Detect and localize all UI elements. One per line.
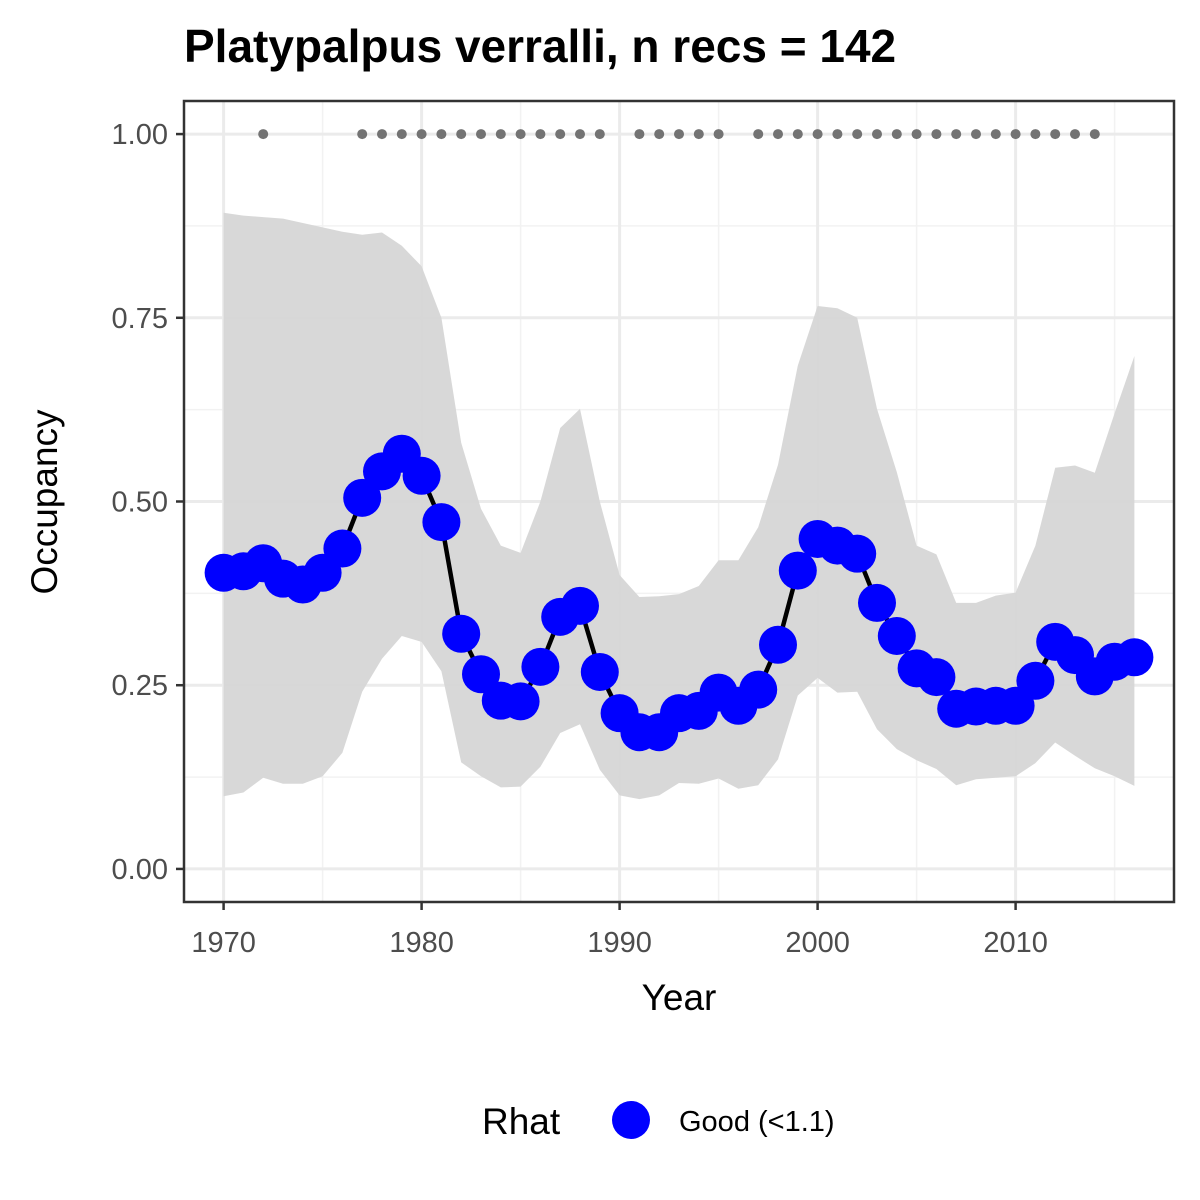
y-tick-label: 0.75 [112,303,168,335]
occupancy-point [422,503,461,542]
x-tick-label: 2000 [785,927,850,959]
record-point [1089,129,1100,140]
y-axis-title: Occupancy [24,409,65,595]
occupancy-point [917,658,956,697]
occupancy-point [1016,661,1055,700]
occupancy-point [402,456,441,495]
record-point [456,129,467,140]
record-point [377,129,387,140]
occupancy-point [858,583,896,622]
occupancy-point [442,614,481,653]
legend-label-good: Good (<1.1) [679,1106,835,1138]
record-point [812,129,823,140]
occupancy-point [1115,638,1154,677]
chart-title: Platypalpus verralli, n recs = 142 [184,20,896,72]
record-point [594,129,605,140]
record-point [891,129,902,140]
y-tick-label: 0.50 [112,487,168,519]
occupancy-point [343,478,382,517]
record-point [1010,129,1021,140]
plot-panel [182,99,1176,904]
x-tick-label: 2010 [983,927,1048,959]
y-tick-label: 0.25 [112,670,168,702]
occupancy-point [838,534,877,573]
record-point [396,129,407,140]
record-point [515,129,526,140]
occupancy-point [739,670,778,709]
x-axis-title: Year [642,977,717,1018]
record-point [1070,129,1080,140]
record-point [634,129,645,140]
record-point [832,129,843,140]
record-point [713,129,724,140]
occupancy-point [877,616,916,655]
legend-title: Rhat [482,1101,561,1142]
record-point [575,129,585,140]
record-point [476,129,486,140]
occupancy-point [323,529,362,568]
record-point [773,129,783,140]
record-point [674,129,684,140]
record-point [852,129,863,140]
x-axis: 1970 1980 1990 2000 2010 [191,902,1048,959]
record-point [495,129,506,140]
record-point [931,129,942,140]
record-point [753,129,764,140]
record-point [535,129,546,140]
record-point [872,129,882,140]
record-point [990,129,1001,140]
x-tick-label: 1980 [389,927,454,959]
occupancy-point [561,586,599,625]
y-tick-label: 1.00 [112,119,168,151]
occupancy-point [759,625,797,664]
occupancy-point [462,655,500,694]
record-point [654,129,665,140]
occupancy-point [580,652,619,691]
y-tick-label: 0.00 [112,854,168,886]
x-tick-label: 1970 [191,927,256,959]
record-point [971,129,981,140]
record-point [258,129,269,140]
record-point [1030,129,1041,140]
record-point [792,129,803,140]
record-point [1050,129,1061,140]
legend-key-good [612,1101,650,1139]
legend: Rhat Good (<1.1) [482,1101,835,1142]
record-point [357,129,368,140]
record-point [416,129,427,140]
record-point [951,129,962,140]
record-point [911,129,922,140]
occupancy-point [521,647,560,686]
y-axis: 0.00 0.25 0.50 0.75 1.00 [112,119,184,886]
record-point [693,129,704,140]
record-point [436,129,447,140]
occupancy-point [501,682,540,721]
record-point [555,129,566,140]
x-tick-label: 1990 [587,927,652,959]
occupancy-point [778,551,817,590]
